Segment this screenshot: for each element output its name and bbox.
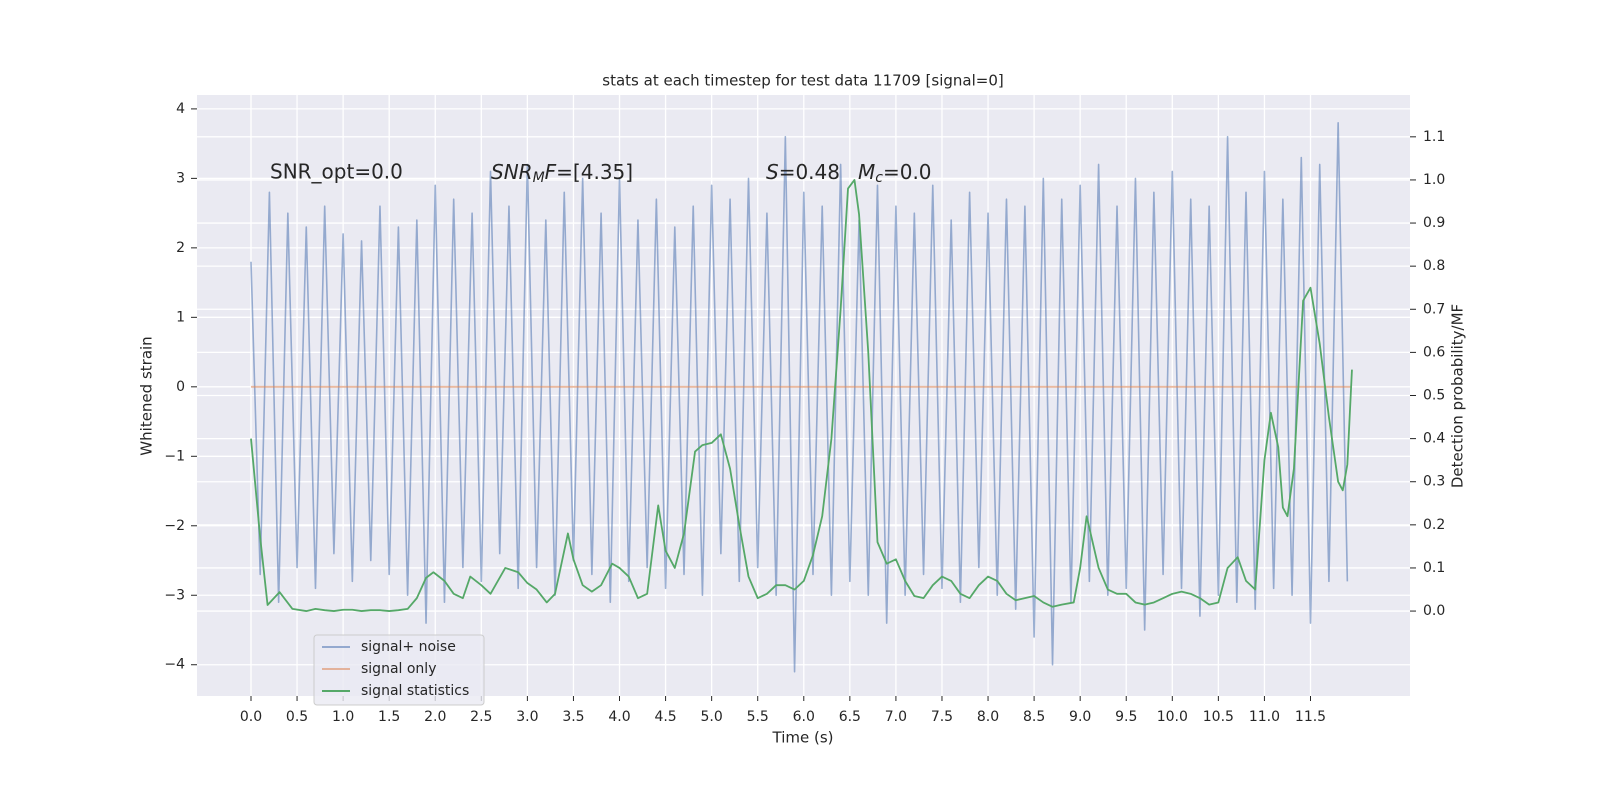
annotations: SNR_opt=0.0 SNRMF=[4.35] S=0.48 Mc=0.0: [270, 160, 932, 187]
annotation-part: SNR: [491, 160, 533, 184]
annotation-part: F: [545, 160, 557, 184]
ticks: 0.0 0.5 1.0 1.5 2.0 2.5 3.0 3.5 4.0 4.5 5.0 5.5 6.0 6…: [164, 101, 1445, 725]
y-tick-label: 1: [176, 309, 185, 325]
x-tick-label: 9.5: [1115, 709, 1137, 725]
x-tick-label: 6.5: [839, 709, 861, 725]
annotation: Mc=0.0: [858, 160, 932, 187]
x-tick-label: 6.0: [793, 709, 815, 725]
legend-label: signal statistics: [361, 683, 469, 699]
chart-title: stats at each timestep for test data 117…: [602, 72, 1003, 90]
y2-tick-label: 0.9: [1423, 215, 1445, 231]
x-tick-label: 8.5: [1023, 709, 1045, 725]
annotation: SNRMF=[4.35]: [491, 160, 633, 187]
x-tick-label: 2.5: [470, 709, 492, 725]
legend-box: [313, 634, 485, 706]
x-tick-label: 2.0: [424, 709, 446, 725]
legend: signal+ noise signal only signal statistic…: [313, 634, 485, 706]
y2-axis-label: Detection probability/MF: [1449, 304, 1467, 488]
x-tick-label: 7.5: [931, 709, 953, 725]
y2-tick-label: 0.5: [1423, 388, 1445, 404]
y2-tick-label: 0.0: [1423, 603, 1445, 619]
annotation-part: =[4.35]: [556, 160, 633, 184]
annotation-part: c: [875, 170, 883, 186]
x-tick-label: 10.5: [1203, 709, 1234, 725]
x-tick-label: 1.0: [332, 709, 354, 725]
marks: [250, 121, 1353, 673]
y-tick-label: −3: [164, 587, 185, 603]
annotation-part: S: [766, 160, 779, 184]
y2-tick-label: 0.8: [1423, 258, 1445, 274]
x-axis-label: Time (s): [772, 729, 834, 747]
x-tick-label: 7.0: [885, 709, 907, 725]
series-line: [250, 121, 1349, 673]
y2-tick-label: 0.2: [1423, 517, 1445, 533]
y-tick-label: −1: [164, 448, 185, 464]
x-tick-label: 9.0: [1069, 709, 1091, 725]
y2-tick-label: 0.7: [1423, 301, 1445, 317]
x-tick-label: 4.5: [654, 709, 676, 725]
y-tick-label: 3: [176, 170, 185, 186]
y2-tick-label: 1.1: [1423, 129, 1445, 145]
y-axis-label: Whitened strain: [138, 336, 156, 455]
x-tick-label: 0.0: [240, 709, 262, 725]
x-tick-label: 11.5: [1295, 709, 1326, 725]
annotation-part: =0.0: [883, 160, 932, 184]
y2-tick-label: 0.3: [1423, 474, 1445, 490]
x-tick-label: 3.0: [516, 709, 538, 725]
x-tick-label: 11.0: [1249, 709, 1280, 725]
annotation: S=0.48: [766, 160, 840, 184]
annotation: SNR_opt=0.0: [270, 160, 403, 184]
x-tick-label: 8.0: [977, 709, 999, 725]
y2-tick-label: 0.4: [1423, 431, 1445, 447]
legend-label: signal only: [361, 661, 436, 677]
x-tick-label: 5.0: [701, 709, 723, 725]
x-tick-label: 4.0: [608, 709, 630, 725]
x-tick-label: 3.5: [562, 709, 584, 725]
x-tick-label: 0.5: [286, 709, 308, 725]
x-tick-label: 5.5: [747, 709, 769, 725]
y2-tick-label: 1.0: [1423, 172, 1445, 188]
y-tick-label: −4: [164, 657, 185, 673]
y-tick-label: 4: [176, 101, 185, 117]
y-tick-label: −2: [164, 518, 185, 534]
series-line: [250, 179, 1353, 612]
x-tick-label: 10.0: [1157, 709, 1188, 725]
x-tick-label: 1.5: [378, 709, 400, 725]
annotation-part: =0.48: [779, 160, 840, 184]
legend-label: signal+ noise: [361, 639, 456, 655]
annotation-part: M: [533, 170, 545, 186]
y-tick-label: 0: [176, 379, 185, 395]
y2-tick-label: 0.1: [1423, 560, 1445, 576]
y2-tick-label: 0.6: [1423, 344, 1445, 360]
annotation-part: M: [858, 160, 875, 184]
y-tick-label: 2: [176, 240, 185, 256]
